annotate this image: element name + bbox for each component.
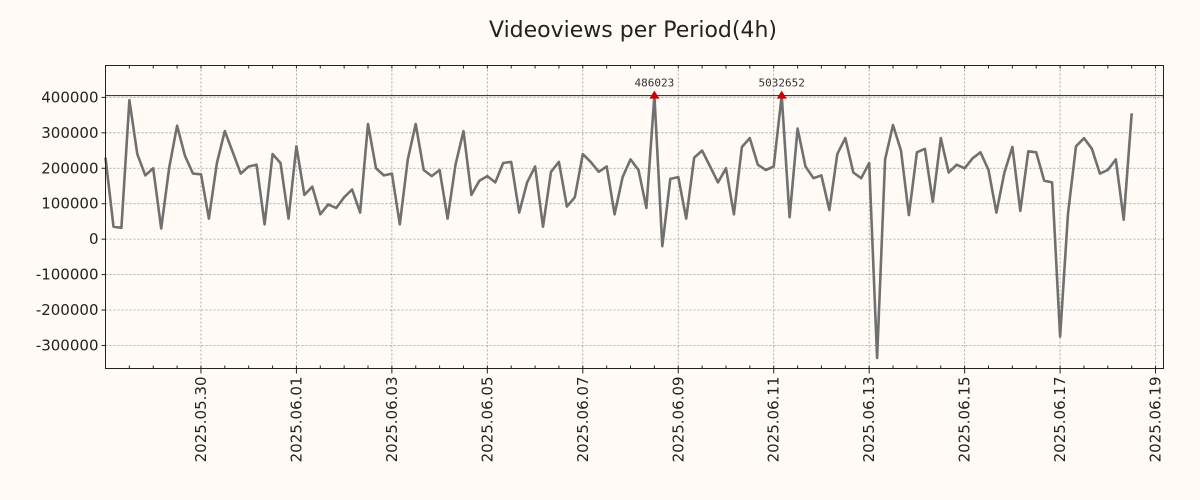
y-tick-label: 400000: [41, 88, 98, 106]
series-group: [104, 94, 1133, 360]
x-tick-label: 2025.06.09: [669, 377, 687, 463]
x-tick-label: 2025.06.07: [574, 377, 592, 463]
y-tick-label: 0: [89, 230, 99, 248]
y-tick-label: 200000: [41, 159, 98, 177]
peak-label: 5032652: [758, 77, 804, 90]
chart-title: Videoviews per Period(4h): [489, 18, 777, 43]
x-tick-label: 2025.06.13: [860, 377, 878, 463]
x-tick-label: 2025.06.03: [383, 377, 401, 463]
annotations: 486023 5032652: [635, 77, 805, 99]
y-axis: 400000 300000 200000 100000 0 -100000 -200000 -…: [36, 88, 106, 354]
x-tick-label: 2025.06.15: [956, 377, 974, 463]
x-tick-label: 2025.06.05: [478, 377, 496, 463]
x-tick-label: 2025.06.11: [765, 377, 783, 463]
y-tick-label: -100000: [36, 266, 99, 284]
plot-frame: [105, 65, 1164, 369]
series-line: [104, 94, 1133, 360]
x-tick-label: 2025.06.01: [287, 377, 305, 463]
x-axis: 2025.05.30 2025.06.01 2025.06.03 2025.06.05…: [105, 65, 1165, 463]
y-tick-label: -200000: [36, 301, 99, 319]
x-tick-label: 2025.06.17: [1051, 377, 1069, 463]
y-tick-label: 100000: [41, 195, 98, 213]
peak-label: 486023: [635, 77, 675, 90]
peak-marker: [776, 90, 787, 99]
peak-marker: [649, 90, 660, 99]
y-tick-label: -300000: [36, 336, 99, 354]
x-tick-label: 2025.06.19: [1147, 377, 1165, 463]
y-tick-label: 300000: [41, 124, 98, 142]
x-tick-label: 2025.05.30: [192, 377, 210, 463]
